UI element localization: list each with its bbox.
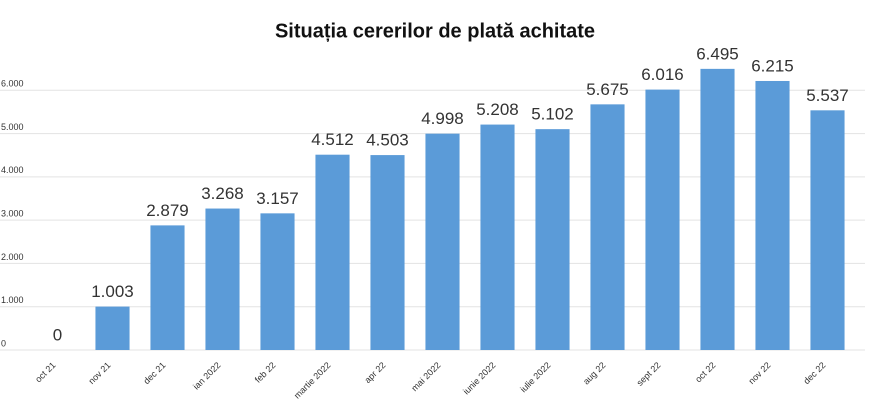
bar [535, 129, 570, 350]
bar [700, 68, 735, 350]
y-tick-label: 0 [1, 338, 6, 348]
bar [95, 306, 130, 350]
y-tick-label: 4.000 [1, 165, 24, 175]
bar [810, 110, 845, 351]
x-tick-label: ian 2022 [191, 360, 222, 391]
y-tick-label: 1.000 [1, 295, 24, 305]
y-tick-label: 6.000 [1, 79, 24, 89]
x-tick-label: oct 21 [33, 360, 57, 384]
data-label: 5.675 [586, 80, 629, 99]
data-label: 5.102 [531, 105, 574, 124]
y-tick-label: 3.000 [1, 209, 24, 219]
x-tick-label: apr 22 [362, 360, 387, 385]
data-label: 2.879 [146, 201, 189, 220]
data-label: 3.157 [256, 189, 299, 208]
data-label: 4.503 [366, 131, 409, 150]
x-tick-label: iulie 2022 [518, 360, 552, 394]
x-tick-label: mai 2022 [409, 360, 442, 393]
data-label: 3.268 [201, 184, 244, 203]
bar [205, 208, 240, 350]
x-tick-label: nov 21 [86, 360, 112, 386]
data-label: 4.998 [421, 109, 464, 128]
data-label: 4.512 [311, 130, 354, 149]
bar [645, 89, 680, 350]
data-label: 6.016 [641, 65, 684, 84]
data-label: 1.003 [91, 282, 134, 301]
bar [260, 213, 295, 350]
y-tick-label: 5.000 [1, 122, 24, 132]
bar [150, 225, 185, 350]
x-tick-label: feb 22 [253, 360, 278, 385]
x-tick-label: martie 2022 [292, 360, 333, 400]
x-tick-label: iunie 2022 [461, 360, 497, 396]
x-tick-label: nov 22 [746, 360, 772, 386]
x-tick-label: dec 22 [801, 360, 827, 386]
data-label: 6.495 [696, 44, 739, 63]
bar [590, 104, 625, 350]
bar [425, 133, 460, 350]
y-tick-label: 2.000 [1, 252, 24, 262]
data-label: 5.537 [806, 86, 849, 105]
bar [755, 80, 790, 351]
chart-title: Situația cererilor de plată achitate [275, 20, 595, 42]
data-label: 6.215 [751, 56, 794, 75]
bar [315, 154, 350, 350]
x-tick-label: oct 22 [693, 360, 717, 384]
x-tick-label: sept 22 [635, 360, 663, 388]
data-label: 5.208 [476, 100, 519, 119]
x-tick-label: aug 22 [581, 360, 608, 387]
x-tick-label: dec 21 [141, 360, 167, 386]
data-label: 0 [53, 325, 62, 344]
bar [370, 155, 405, 350]
bar [480, 124, 515, 351]
